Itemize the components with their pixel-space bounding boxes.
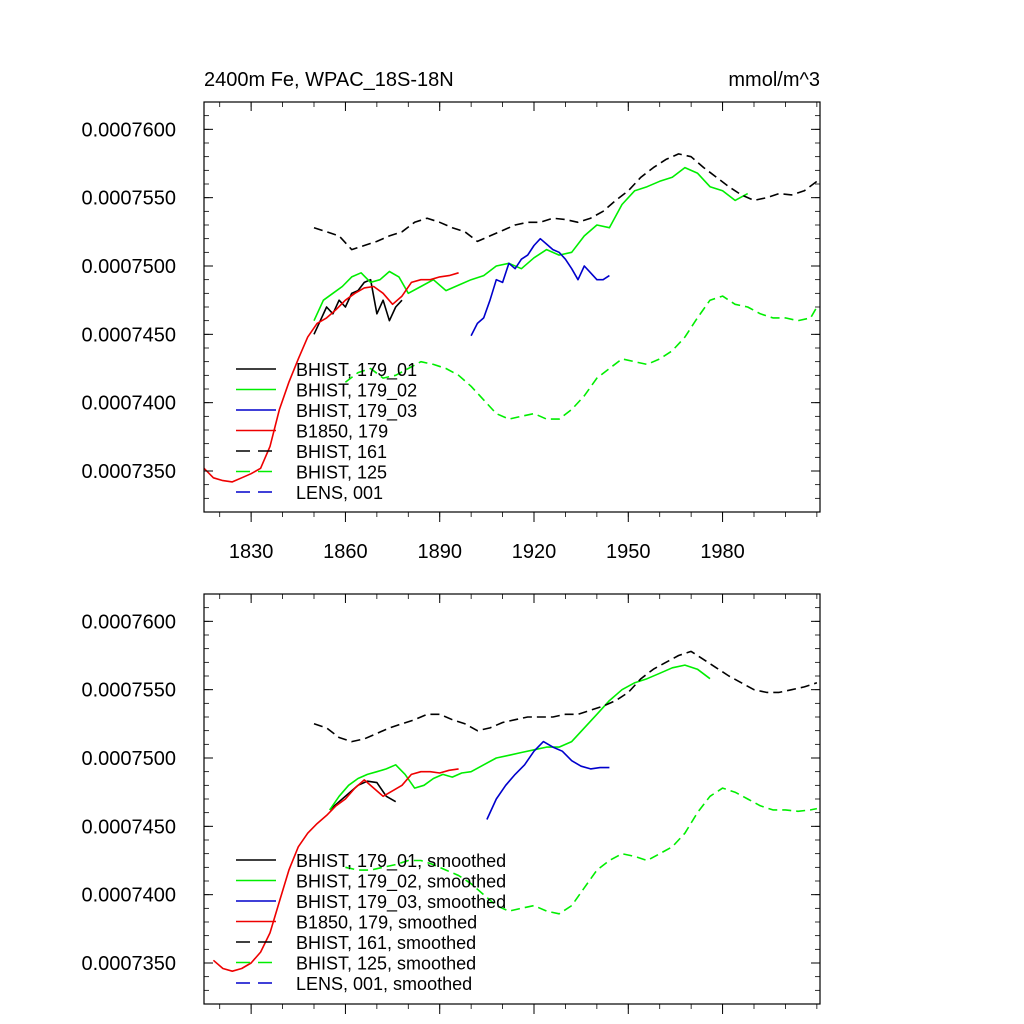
series-line-0 (329, 780, 397, 811)
x-tick-label: 1830 (229, 541, 274, 563)
legend-label-6: LENS, 001 (296, 483, 383, 503)
legend-label-5: BHIST, 125, smoothed (296, 954, 476, 974)
series-line-4 (313, 153, 818, 251)
legend-label-3: B1850, 179, smoothed (296, 913, 477, 933)
series-line-1 (329, 664, 711, 811)
y-tick-label: 0.0007500 (81, 256, 176, 278)
x-tick-label: 1860 (323, 541, 368, 563)
series-group (212, 650, 818, 973)
legend-label-2: BHIST, 179_03 (296, 401, 417, 422)
legend-label-0: BHIST, 179_01, smoothed (296, 851, 506, 872)
series-line-3 (204, 272, 459, 483)
bottom-panel: 0.0007350 0.0007400 0.0007450 0.0007500 0.00… (81, 593, 821, 1014)
y-tick-label: 0.0007350 (81, 953, 176, 975)
series-line-3 (212, 768, 459, 973)
y-tick-label: 0.0007550 (81, 188, 176, 210)
y-tick-label: 0.0007450 (81, 816, 176, 838)
top-panel-units: mmol/m^3 (728, 69, 820, 91)
series-line-1 (313, 166, 749, 322)
y-tick-label: 0.0007400 (81, 885, 176, 907)
series-line-5 (344, 295, 818, 420)
series-line-2 (486, 740, 610, 820)
series-line-4 (313, 650, 818, 743)
y-tick-label: 0.0007550 (81, 680, 176, 702)
y-tick-label: 0.0007600 (81, 611, 176, 633)
x-tick-label: 1980 (700, 541, 745, 563)
top-panel-title: 2400m Fe, WPAC_18S-18N (204, 69, 454, 91)
series-line-2 (470, 237, 610, 337)
legend-label-5: BHIST, 125 (296, 463, 387, 483)
legend-label-6: LENS, 001, smoothed (296, 974, 472, 994)
y-tick-label: 0.0007600 (81, 119, 176, 141)
legend-label-1: BHIST, 179_02, smoothed (296, 872, 506, 893)
series-group (204, 153, 818, 483)
series-line-5 (345, 787, 818, 915)
legend-label-1: BHIST, 179_02 (296, 381, 417, 402)
series-line-0 (313, 278, 403, 335)
x-tick-label: 1950 (606, 541, 651, 563)
x-tick-label: 1890 (417, 541, 462, 563)
y-tick-label: 0.0007350 (81, 461, 176, 483)
x-tick-label: 1920 (512, 541, 557, 563)
legend-label-2: BHIST, 179_03, smoothed (296, 892, 506, 913)
y-tick-label: 0.0007400 (81, 393, 176, 415)
legend-label-4: BHIST, 161, smoothed (296, 933, 476, 953)
legend-label-4: BHIST, 161 (296, 442, 387, 462)
top-panel: 2400m Fe, WPAC_18S-18N mmol/m^3 0.000735… (81, 69, 821, 563)
legend-label-3: B1850, 179 (296, 422, 388, 442)
y-tick-label: 0.0007450 (81, 324, 176, 346)
legend-label-0: BHIST, 179_01 (296, 360, 417, 381)
y-tick-label: 0.0007500 (81, 748, 176, 770)
